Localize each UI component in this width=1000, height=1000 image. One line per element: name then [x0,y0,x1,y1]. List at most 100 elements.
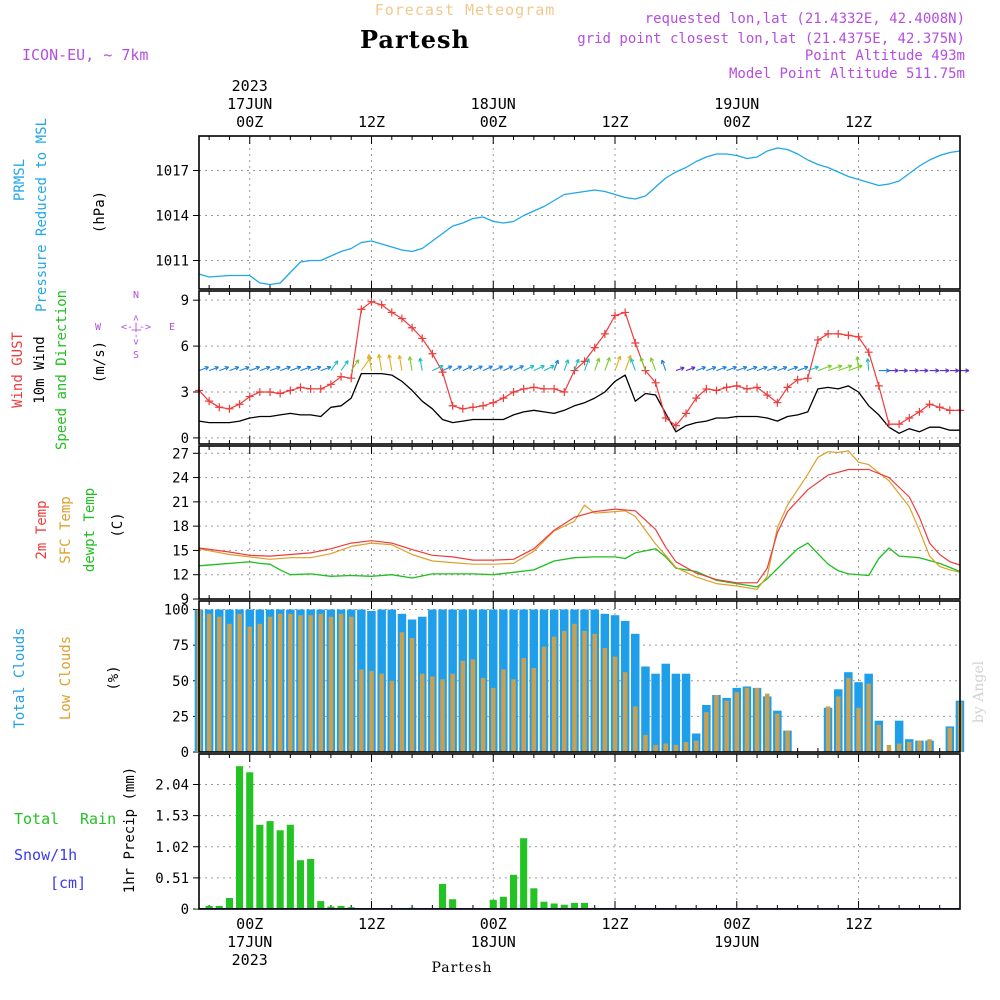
gust-marker [377,300,386,309]
low-clouds-bar [653,744,658,752]
wind-legend-speed-direction: Speed and Direction [54,290,70,450]
total-clouds-bar [641,666,650,752]
y-tick-label: 25 [172,709,189,725]
gust-marker [773,398,782,407]
rain-bar [276,830,284,909]
gust-marker [266,387,275,396]
wind-direction-arrow [208,366,219,372]
compass-arrow-h: <-|-> [121,322,151,333]
low-clouds-bar [328,616,334,752]
wind-direction-arrow [889,368,899,373]
gust-marker [286,386,295,395]
y-tick-label: 21 [172,495,189,511]
gust-marker [499,394,508,403]
top-time-label: 19JUN [714,95,759,113]
y-tick-label: 3 [181,385,189,401]
precip-axis-label: 1hr Precip (mm) [122,767,138,893]
y-tick-label: 27 [172,446,189,462]
wind-direction-arrow [366,354,373,371]
gust-marker [925,400,934,409]
temperature-panel: 9 12 15 18 21 24 27 [172,445,961,608]
compass-arrow: <-|-> [131,315,142,345]
low-clouds-bar [744,687,750,752]
gust-marker [428,349,437,358]
total-clouds-bar [651,673,660,752]
compass-south: S [133,350,139,361]
bottom-time-label: 17JUN [227,933,272,951]
low-clouds-bar [663,743,668,752]
wind-direction-arrow [523,365,535,372]
total-clouds-bar [631,633,640,752]
y-tick-label: 12 [172,568,189,584]
gust-marker [529,383,538,392]
top-time-label: 17JUN [227,95,272,113]
wind-direction-arrow [838,364,853,372]
wind-direction-arrow [639,357,647,371]
rain-bar [337,905,345,909]
wind-direction-arrow [300,365,312,372]
y-tick-label: 0.51 [155,871,189,887]
point-altitude: Point Altitude 493m [805,48,965,64]
gust-marker [509,387,518,396]
low-clouds-bar [501,669,506,752]
gust-marker [854,332,863,341]
gust-marker [245,392,254,401]
gust-marker [225,404,234,413]
rain-bar [489,899,497,909]
wind-direction-arrow [584,358,590,371]
low-clouds-bar [927,739,932,752]
low-clouds-bar [379,673,384,752]
gust-marker [397,314,406,323]
gust-marker [864,348,873,357]
compass-north: N [133,290,139,301]
y-tick-label: 15 [172,543,189,559]
gust-marker [560,387,569,396]
wind-direction-arrow [797,365,809,372]
low-clouds-bar [704,712,709,752]
low-clouds-bar [338,613,344,752]
low-clouds-bar [531,668,537,752]
rain-bar [296,860,304,909]
low-clouds-bar [917,740,922,752]
gust-marker [306,384,315,393]
gust-marker [580,357,589,366]
gust-marker [742,384,751,393]
model-altitude: Model Point Altitude 511.75m [729,66,965,82]
wind-direction-arrow [533,365,545,372]
low-clouds-bar [349,616,354,752]
wind-direction-arrow [624,354,632,371]
wind-direction-arrow [855,356,860,371]
wind-direction-arrow [503,365,514,372]
gust-marker [468,403,477,412]
pressure-line [198,147,961,286]
bottom-time-label: 00Z [480,915,507,933]
low-clouds-bar [622,672,628,752]
low-clouds-bar [856,707,861,752]
y-tick-label: 1017 [155,164,189,180]
gust-marker [915,407,924,416]
wind-direction-arrow [649,357,657,371]
total-clouds-bar [681,673,691,752]
wind-direction-arrow [848,364,863,372]
product-title: Forecast Meteogram [375,1,556,19]
low-clouds-bar [389,680,395,752]
grid-point-coords: grid point closest lon,lat (21.4375E, 42… [577,31,965,47]
wind-direction-arrow [960,368,970,373]
gust-marker [255,387,264,396]
gust-marker [651,378,660,387]
bottom-time-label: 19JUN [714,933,759,951]
wind-direction-arrow [553,359,560,371]
low-clouds-bar [227,623,232,752]
gust-marker [671,421,680,430]
temp-legend-dewpt: dewpt Temp [82,488,98,572]
rain-bar [550,903,558,909]
y-tick-label: 75 [172,638,189,654]
gust-marker [438,368,447,377]
low-clouds-bar [470,659,476,752]
low-clouds-bar [572,623,577,752]
low-clouds-bar [430,676,435,752]
wind-direction-arrow [929,368,940,373]
wind-direction-arrow [878,368,891,373]
gust-marker [590,343,599,352]
